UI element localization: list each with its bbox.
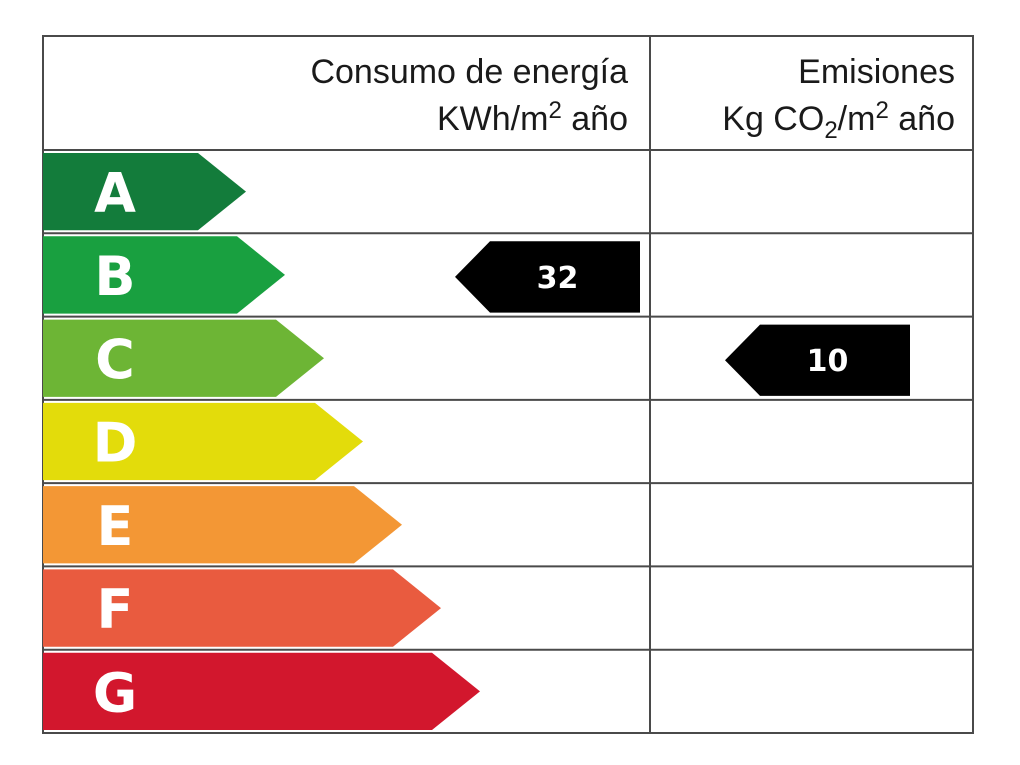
rating-arrow-d xyxy=(43,402,363,481)
energy-indicator: 32 xyxy=(455,241,640,313)
rating-arrow-a xyxy=(43,153,246,231)
rating-letter-b: B xyxy=(94,245,135,308)
rating-letter-d: D xyxy=(93,412,138,475)
rating-letter-g: G xyxy=(93,661,137,724)
emissions-header-unit: Kg CO2/m2 año xyxy=(722,97,955,144)
rating-letter-f: F xyxy=(97,578,134,641)
rating-arrow-f xyxy=(43,569,441,647)
rating-arrow-e xyxy=(43,486,402,564)
energy-header-unit: KWh/m2 año xyxy=(437,97,628,138)
emissions-indicator-value: 10 xyxy=(807,344,849,379)
rating-letter-a: A xyxy=(94,162,136,225)
rating-arrow-g xyxy=(43,652,480,730)
rating-arrow-b xyxy=(43,236,285,314)
energy-header-title: Consumo de energía xyxy=(310,53,628,91)
rating-letter-c: C xyxy=(95,328,135,391)
energy-indicator-value: 32 xyxy=(537,261,579,296)
row-lines xyxy=(43,232,973,651)
emissions-indicator-arrow xyxy=(725,324,910,396)
emissions-header-title: Emisiones xyxy=(798,53,955,91)
rating-letter-e: E xyxy=(97,495,134,558)
rating-arrow-c xyxy=(43,319,324,397)
energy-indicator-arrow xyxy=(455,241,640,313)
emissions-indicator: 10 xyxy=(725,324,910,396)
